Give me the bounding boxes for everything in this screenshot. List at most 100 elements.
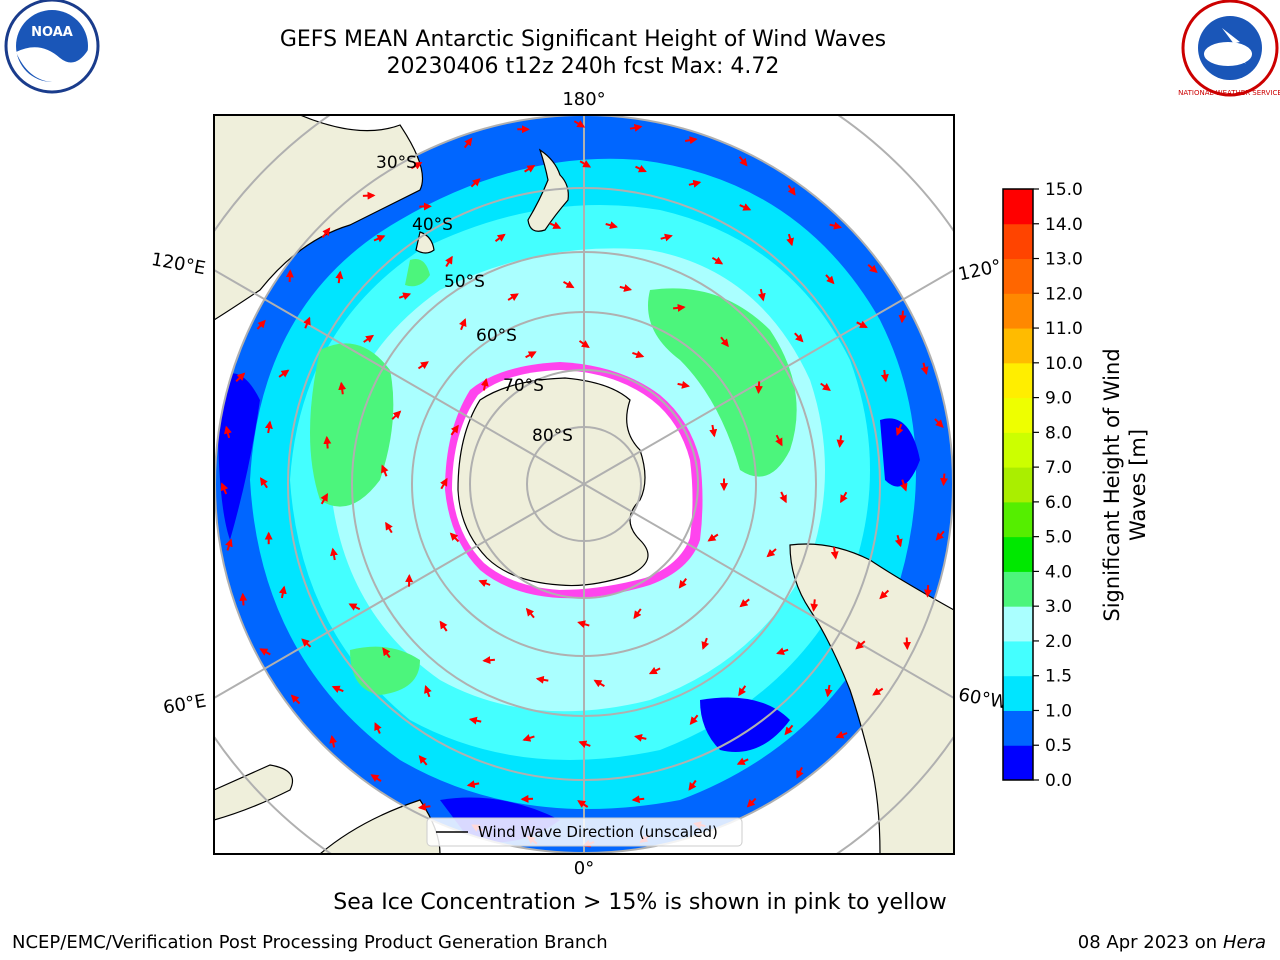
wind-wave-arrow xyxy=(321,227,331,238)
wind-wave-arrow xyxy=(235,372,246,383)
lat-labels: 30°S 40°S 50°S 60°S 70°S 80°S xyxy=(376,153,573,446)
wind-wave-arrow xyxy=(577,800,589,808)
colorbar-swatch xyxy=(1003,328,1033,364)
wind-wave-arrow xyxy=(348,603,361,611)
wind-wave-arrow xyxy=(836,435,845,448)
wind-wave-arrow xyxy=(754,381,763,394)
wind-wave-arrow xyxy=(711,256,724,265)
colorbar-tick-label: 15.0 xyxy=(1045,180,1083,200)
colorbar-frame xyxy=(1002,188,1034,781)
wind-wave-arrow xyxy=(439,620,448,632)
colorbar-swatch xyxy=(1003,675,1033,711)
colorbar-tick-label: 11.0 xyxy=(1045,319,1083,339)
colorbar-swatch xyxy=(1003,536,1033,572)
lat-label-60s: 60°S xyxy=(476,326,517,346)
wind-wave-arrow xyxy=(720,336,729,348)
lon-grid xyxy=(214,115,954,854)
wind-wave-arrow xyxy=(373,235,386,243)
nws-logo-text: NATIONAL WEATHER SERVICE xyxy=(1178,89,1280,97)
wind-wave-arrow xyxy=(593,679,605,688)
colorbar-swatch xyxy=(1003,293,1033,329)
wave-band-3-4-north xyxy=(405,259,430,287)
colorbar-tick-label: 7.0 xyxy=(1045,458,1072,478)
wind-wave-arrow xyxy=(278,585,287,599)
colorbar-swatch xyxy=(1003,710,1033,746)
map-figure: NOAA NATIONAL WEATHER SERVICE xyxy=(4,0,1280,879)
wind-wave-arrow xyxy=(879,589,890,600)
wind-wave-arrow xyxy=(494,233,506,243)
wind-wave-arrow xyxy=(290,694,301,705)
colorbar-tick-label: 13.0 xyxy=(1045,250,1083,270)
colorbar-swatch xyxy=(1003,606,1033,642)
colorbar-tick-label: 8.0 xyxy=(1045,423,1072,443)
lat-label-30s: 30°S xyxy=(376,153,417,173)
wind-wave-arrow xyxy=(829,221,842,230)
nws-logo: NATIONAL WEATHER SERVICE xyxy=(1178,0,1280,97)
wind-wave-arrow xyxy=(329,735,338,748)
wind-wave-arrow xyxy=(417,802,431,811)
wind-wave-arrow xyxy=(382,647,391,659)
wind-wave-arrow xyxy=(363,334,375,343)
sea-ice-caption: Sea Ice Concentration > 15% is shown in … xyxy=(333,890,947,915)
wind-wave-arrow xyxy=(810,599,819,612)
wind-wave-arrow xyxy=(605,221,618,230)
wind-wave-arrow xyxy=(525,607,535,619)
footer-date: 08 Apr 2023 on Hera xyxy=(1078,932,1266,953)
wind-wave-arrow xyxy=(787,184,796,196)
wind-wave-arrow xyxy=(391,410,402,420)
lon-label-60e: 60°E xyxy=(162,690,208,718)
wind-wave-arrow xyxy=(450,424,459,436)
lat-label-40s: 40°S xyxy=(412,215,453,235)
wind-wave-arrow xyxy=(417,361,429,370)
wind-wave-arrow xyxy=(239,592,248,606)
colorbar-tick-label: 0.0 xyxy=(1045,771,1072,791)
footer-host: Hera xyxy=(1222,932,1266,953)
colorbar: 0.0 0.5 1.0 1.5 2.0 3.0 4.0 5.0 6.0 7.0 8.0 9.0 10.0… xyxy=(1002,180,1150,791)
colorbar-label-line-2: Waves [m] xyxy=(1126,429,1150,541)
wind-wave-arrow xyxy=(825,274,835,285)
wind-wave-arrow xyxy=(633,608,642,620)
wind-wave-arrow xyxy=(578,740,591,749)
colorbar-swatch xyxy=(1003,258,1033,294)
wave-band-3-4-south xyxy=(350,646,420,695)
wind-wave-arrow xyxy=(224,425,232,439)
wind-wave-arrow xyxy=(920,362,929,375)
map-frame xyxy=(213,114,955,855)
colorbar-label-line-1: Significant Height of Wind xyxy=(1100,348,1124,621)
wind-wave-arrow xyxy=(634,733,647,742)
wind-wave-arrow xyxy=(619,284,633,292)
wind-wave-arrow xyxy=(507,293,519,301)
wave-band-3-4-west xyxy=(310,343,394,507)
colorbar-tick-label: 6.0 xyxy=(1045,493,1072,513)
wind-wave-arrow xyxy=(689,714,699,726)
colorbar-swatch xyxy=(1003,501,1033,538)
wind-wave-arrow xyxy=(520,794,534,803)
wind-wave-arrow xyxy=(678,578,688,589)
map-legend: Wind Wave Direction (unscaled) xyxy=(426,817,743,847)
colorbar-swatch xyxy=(1003,223,1033,260)
wind-wave-arrow xyxy=(381,464,389,477)
wind-wave-arrow xyxy=(482,656,495,665)
wind-wave-arrow xyxy=(923,584,932,598)
footer-date-text: 08 Apr 2023 on xyxy=(1077,932,1218,953)
lon-label-60w: 60°W xyxy=(957,684,1010,713)
wind-wave-arrow xyxy=(470,178,481,188)
wind-wave-arrow xyxy=(635,164,647,173)
wind-wave-arrow xyxy=(757,288,766,302)
colorbar-swatch xyxy=(1003,745,1033,781)
wind-wave-arrow xyxy=(867,264,878,274)
lon-label-120e: 120°E xyxy=(150,249,208,279)
wind-wave-arrow xyxy=(264,420,273,434)
colorbar-tick-label: 0.5 xyxy=(1045,736,1072,756)
wind-wave-arrow xyxy=(688,179,702,188)
wind-wave-arrow xyxy=(820,382,831,391)
noaa-logo-text: NOAA xyxy=(31,25,73,40)
wind-wave-arrow xyxy=(660,233,673,242)
wind-wave-arrow xyxy=(535,675,549,684)
wind-wave-arrow xyxy=(303,316,311,329)
wind-wave-arrow xyxy=(684,136,698,145)
colorbar-tick-label: 3.0 xyxy=(1045,597,1072,617)
wind-wave-arrow xyxy=(856,320,868,329)
lat-label-70s: 70°S xyxy=(503,376,544,396)
colorbar-swatch xyxy=(1003,432,1033,468)
